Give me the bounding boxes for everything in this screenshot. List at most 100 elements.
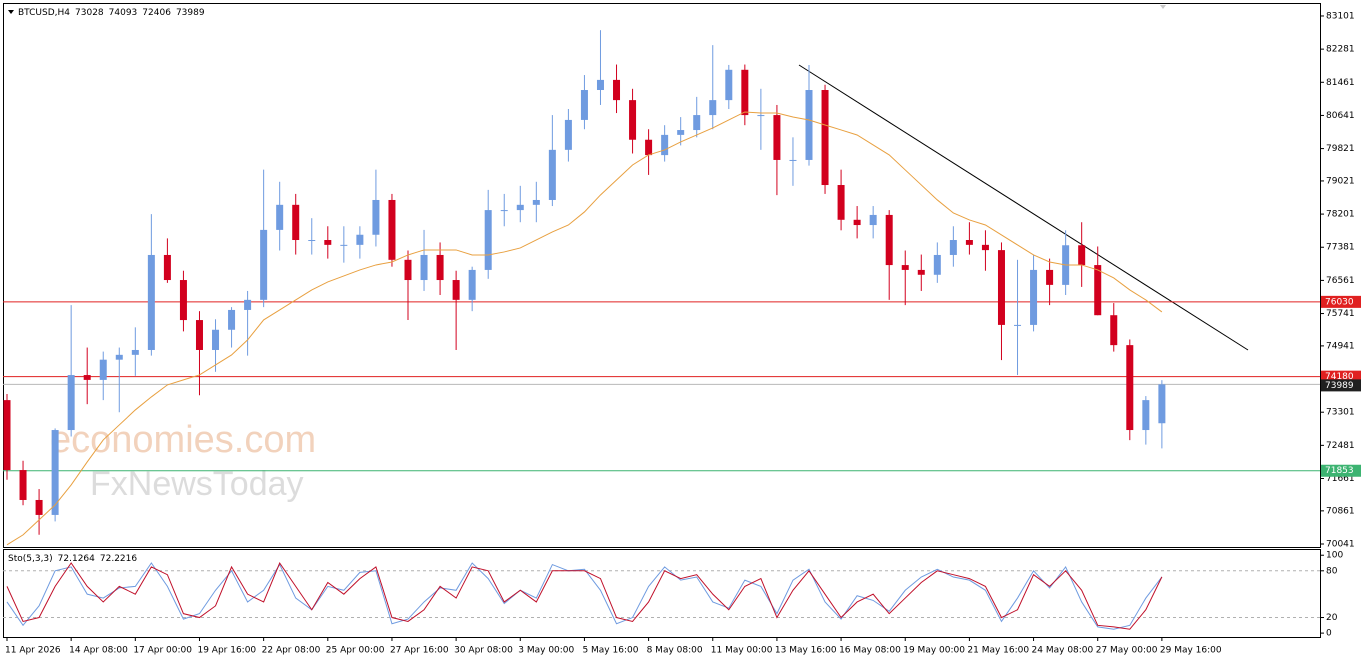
y-tick-label: 79021 bbox=[1326, 176, 1355, 186]
candle-body bbox=[789, 159, 797, 161]
x-tick-label: 27 Apr 16:00 bbox=[390, 646, 449, 656]
y-tick-label: 83101 bbox=[1326, 11, 1355, 21]
y-tick-label: 81461 bbox=[1326, 78, 1355, 88]
stochastic-line bbox=[6, 561, 1163, 630]
stochastic-line bbox=[6, 562, 1163, 630]
candle-body bbox=[965, 240, 973, 245]
symbol: BTCUSD,H4 bbox=[18, 8, 70, 18]
close-value: 73989 bbox=[176, 8, 205, 18]
chart-header: BTCUSD,H4 73028 74093 72406 73989 bbox=[18, 8, 205, 18]
candle-body bbox=[1014, 324, 1022, 326]
candle-body bbox=[228, 309, 236, 330]
candle-body bbox=[260, 229, 268, 300]
candle-body bbox=[869, 214, 877, 226]
x-tick-label: 13 May 16:00 bbox=[775, 646, 837, 656]
moving-average bbox=[6, 111, 1163, 546]
candle-body bbox=[67, 375, 75, 431]
candle-body bbox=[484, 210, 492, 270]
watermark: economies.com bbox=[50, 419, 316, 461]
candle-body bbox=[1126, 345, 1134, 431]
candle-body bbox=[468, 269, 476, 300]
candle-body bbox=[548, 149, 556, 200]
candle-body bbox=[115, 354, 123, 360]
candle-body bbox=[805, 90, 813, 160]
candle-body bbox=[308, 240, 316, 242]
candle-body bbox=[1158, 384, 1166, 424]
candle-body bbox=[532, 199, 540, 205]
y-tick-label: 70041 bbox=[1326, 540, 1355, 550]
candle-body bbox=[629, 100, 637, 140]
y-tick-label: 77381 bbox=[1326, 243, 1355, 253]
candle-body bbox=[516, 204, 524, 211]
candle-body bbox=[580, 90, 588, 120]
candle-body bbox=[693, 115, 701, 131]
indicator-name: Sto(5,3,3) bbox=[8, 554, 53, 564]
y-tick-label: 72481 bbox=[1326, 441, 1355, 451]
x-tick-label: 11 May 00:00 bbox=[711, 646, 773, 656]
price-label: 74180 bbox=[1325, 372, 1354, 382]
indicator-frame bbox=[3, 549, 1321, 638]
candle-body bbox=[212, 329, 220, 350]
trend-line bbox=[798, 64, 1249, 351]
y-tick-label: 76561 bbox=[1326, 276, 1355, 286]
candle-body bbox=[645, 139, 653, 156]
candle-body bbox=[372, 199, 380, 235]
candle-body bbox=[949, 240, 957, 255]
candle-body bbox=[276, 204, 284, 230]
indicator-y-tick-label: 80 bbox=[1326, 566, 1338, 576]
candle-body bbox=[35, 499, 43, 515]
indicator-value: 72.1264 bbox=[58, 554, 95, 564]
x-tick-label: 29 May 16:00 bbox=[1160, 646, 1222, 656]
candle-body bbox=[292, 204, 300, 241]
candle-body bbox=[51, 430, 59, 515]
candle-body bbox=[997, 250, 1005, 325]
candle-body bbox=[757, 115, 765, 117]
y-tick-label: 78201 bbox=[1326, 210, 1355, 220]
candle-body bbox=[564, 119, 572, 150]
candle-body bbox=[613, 79, 621, 101]
x-tick-label: 3 May 00:00 bbox=[518, 646, 574, 656]
y-tick-label: 80641 bbox=[1326, 111, 1355, 121]
candle-body bbox=[1030, 269, 1038, 325]
price-label: 71853 bbox=[1325, 466, 1354, 476]
y-tick-label: 82281 bbox=[1326, 45, 1355, 55]
indicator-label: Sto(5,3,3) 72.1264 72.2216 bbox=[8, 554, 137, 564]
price-label-box bbox=[1321, 295, 1361, 308]
candle-body bbox=[244, 299, 252, 310]
x-tick-label: 22 Apr 08:00 bbox=[262, 646, 321, 656]
candle-body bbox=[19, 470, 27, 500]
watermark: FxNewsToday bbox=[90, 465, 304, 503]
candle-body bbox=[163, 254, 171, 281]
candle-body bbox=[901, 265, 909, 270]
x-tick-label: 11 Apr 2026 bbox=[5, 646, 61, 656]
candle-body bbox=[436, 254, 444, 281]
x-tick-label: 21 May 16:00 bbox=[967, 646, 1029, 656]
y-tick-label: 79821 bbox=[1326, 144, 1355, 154]
indicator-y-tick-label: 0 bbox=[1326, 629, 1332, 639]
candle-body bbox=[83, 375, 91, 380]
candle-body bbox=[388, 199, 396, 260]
candle-body bbox=[821, 90, 829, 186]
price-label: 76030 bbox=[1325, 297, 1354, 307]
candle-body bbox=[741, 69, 749, 116]
candle-body bbox=[131, 349, 139, 355]
y-tick-label: 71661 bbox=[1326, 474, 1355, 484]
open-value: 73028 bbox=[75, 8, 104, 18]
y-tick-label: 73301 bbox=[1326, 408, 1355, 418]
low-value: 72406 bbox=[142, 8, 171, 18]
candle-body bbox=[917, 269, 925, 275]
indicator-y-tick-label: 100 bbox=[1326, 551, 1343, 561]
x-tick-label: 17 Apr 00:00 bbox=[133, 646, 192, 656]
candle-body bbox=[179, 280, 187, 321]
x-tick-label: 19 May 00:00 bbox=[903, 646, 965, 656]
candle-body bbox=[1094, 265, 1102, 316]
candle-body bbox=[709, 100, 717, 116]
candle-body bbox=[853, 219, 861, 226]
candle-body bbox=[981, 244, 989, 251]
x-tick-label: 16 May 08:00 bbox=[839, 646, 901, 656]
x-tick-label: 8 May 08:00 bbox=[647, 646, 703, 656]
shift-marker bbox=[1160, 5, 1166, 9]
candle-body bbox=[324, 240, 332, 245]
